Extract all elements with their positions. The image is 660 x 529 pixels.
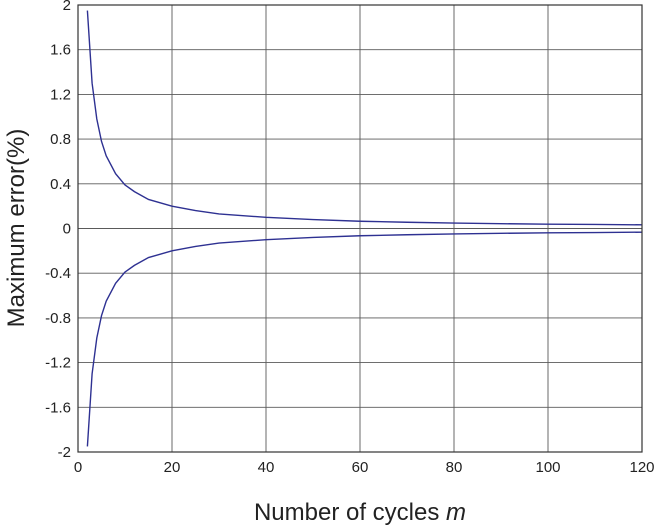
y-tick-label: 0.4	[50, 176, 71, 193]
plot-frame	[77, 4, 643, 453]
y-tick-label: 0	[63, 221, 71, 238]
y-tick-label: -1.6	[45, 399, 71, 416]
x-tick-label: 100	[535, 459, 560, 476]
y-tick-label: 1.6	[50, 42, 71, 59]
x-tick-label: 0	[74, 459, 82, 476]
x-axis-title: Number of cycles m	[254, 499, 466, 526]
y-tick-label: 1.2	[50, 86, 71, 103]
lower-error-curve	[86, 231, 643, 447]
y-tick-label: -1.2	[45, 355, 71, 372]
x-tick-label: 40	[258, 459, 275, 476]
y-axis-title: Maximum error(%)	[3, 129, 30, 328]
x-tick-label: 20	[164, 459, 181, 476]
series-group	[86, 10, 643, 447]
x-tick-label: 60	[352, 459, 369, 476]
tick-labels: 0 20 40 60 80 100 120 2 1.6 1.2 0.8 0.4 0 -0.4 -0.8 -1.…	[45, 0, 654, 476]
y-tick-label: -2	[58, 444, 71, 461]
y-tick-label: -0.8	[45, 310, 71, 327]
x-tick-label: 80	[446, 459, 463, 476]
x-axis-title-text: Number of cycles	[254, 499, 446, 526]
grid	[77, 4, 643, 453]
y-tick-label: 0.8	[50, 131, 71, 148]
upper-error-curve	[86, 10, 643, 226]
x-tick-label: 120	[629, 459, 654, 476]
y-tick-label: -0.4	[45, 265, 71, 282]
x-axis-title-variable: m	[446, 499, 466, 526]
y-tick-label: 2	[63, 0, 71, 14]
